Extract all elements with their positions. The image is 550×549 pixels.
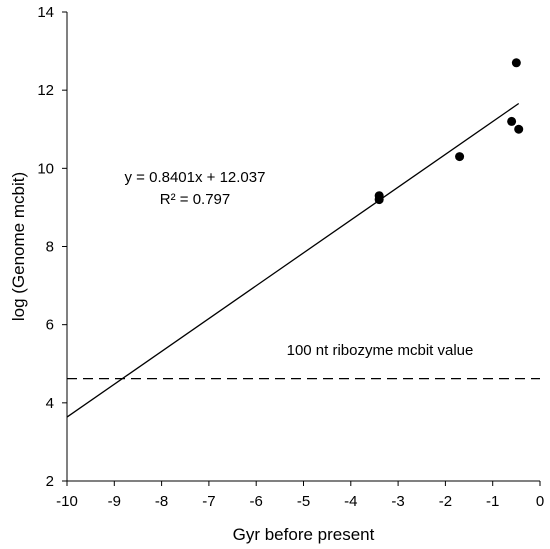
y-tick-label: 6 (46, 317, 54, 334)
data-point (507, 116, 517, 126)
x-tick-label: -4 (344, 493, 357, 510)
x-tick-label: -5 (297, 493, 310, 510)
x-tick-label: -6 (250, 493, 263, 510)
x-tick-label: -2 (439, 493, 452, 510)
x-axis-title: Gyr before present (233, 525, 375, 544)
y-ticks: 2 4 6 8 10 12 14 (37, 4, 67, 490)
data-points (374, 58, 524, 205)
y-tick-label: 14 (37, 4, 54, 21)
x-tick-label: -9 (108, 493, 121, 510)
y-tick-label: 8 (46, 239, 54, 256)
y-tick-label: 10 (37, 160, 54, 177)
x-tick-label: -8 (155, 493, 168, 510)
data-point (455, 152, 465, 162)
y-tick-label: 4 (46, 395, 54, 412)
x-tick-label: -1 (486, 493, 499, 510)
data-point (511, 58, 521, 68)
x-tick-label: -3 (391, 493, 404, 510)
y-tick-label: 2 (46, 473, 54, 490)
y-axis-title: log (Genome mcbit) (9, 172, 28, 321)
reference-line-label: 100 nt ribozyme mcbit value (287, 342, 474, 359)
x-tick-label: 0 (536, 493, 544, 510)
x-tick-label: -7 (202, 493, 215, 510)
x-ticks: -10 -9 -8 -7 -6 -5 -4 -3 -2 -1 0 (56, 481, 544, 510)
r-squared-label: R² = 0.797 (160, 191, 230, 208)
x-tick-label: -10 (56, 493, 78, 510)
axes (66, 12, 540, 482)
equation-label: y = 0.8401x + 12.037 (125, 169, 266, 186)
trendline-group (66, 102, 520, 418)
data-point (374, 195, 384, 205)
trendline (66, 102, 520, 418)
data-point (514, 124, 524, 134)
y-tick-label: 12 (37, 82, 54, 99)
